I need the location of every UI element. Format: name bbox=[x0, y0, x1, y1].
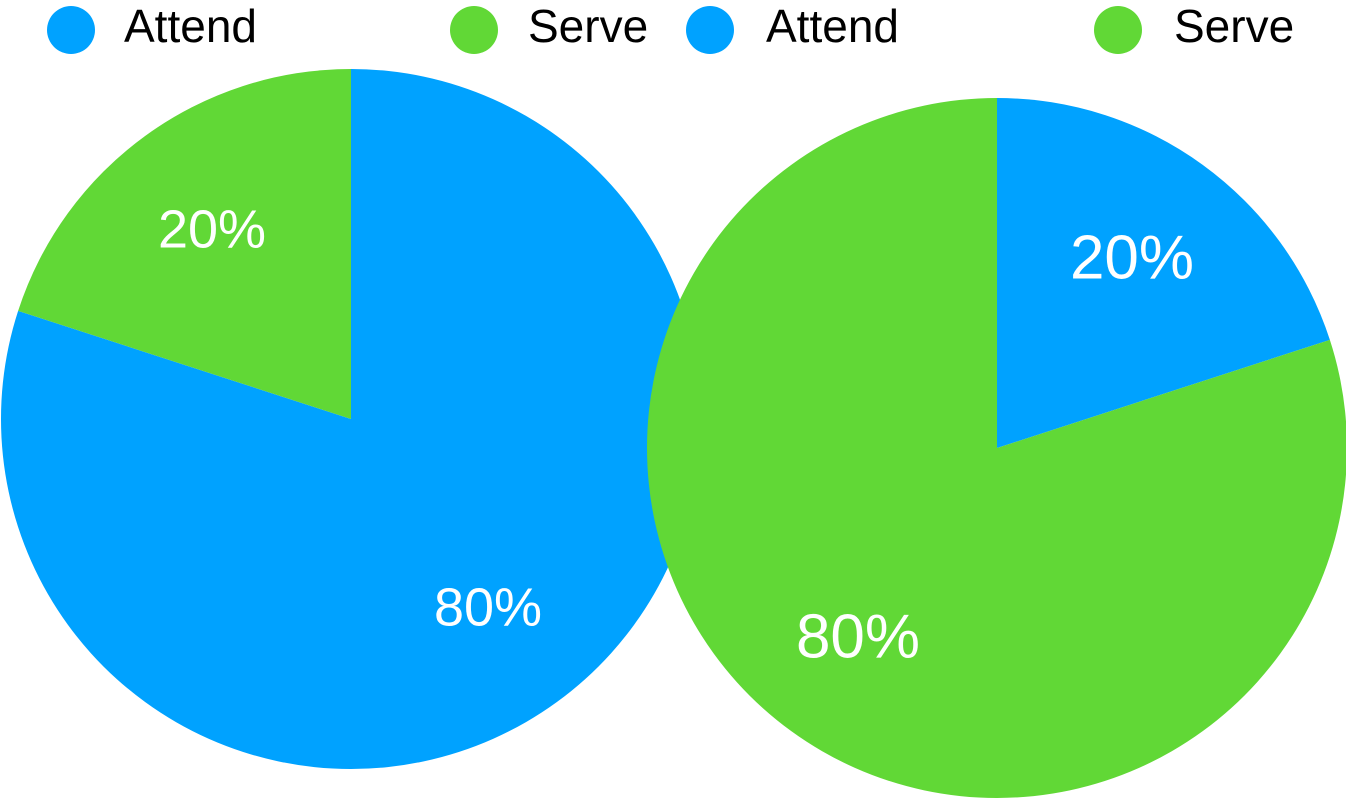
slice-label-serve: 20% bbox=[158, 199, 266, 259]
slice-label-attend: 80% bbox=[434, 577, 542, 637]
slice-label-attend: 20% bbox=[1070, 223, 1194, 292]
pie-slice-serve bbox=[18, 69, 351, 419]
legend-label-attend: Attend bbox=[124, 0, 257, 52]
pie-chart-left: 80% 20% Attend Serve bbox=[0, 0, 702, 769]
pie-chart-right: 20% 80% Attend Serve bbox=[647, 0, 1346, 798]
legend-label-serve: Serve bbox=[1174, 0, 1294, 52]
legend-swatch-serve bbox=[450, 6, 498, 54]
slice-label-serve: 80% bbox=[796, 602, 920, 671]
pie-slice-serve bbox=[647, 98, 1346, 798]
pie-slice-attend bbox=[997, 98, 1330, 448]
legend-swatch-serve bbox=[1094, 6, 1142, 54]
legend-swatch-attend bbox=[47, 6, 95, 54]
legend-label-attend: Attend bbox=[766, 0, 899, 52]
legend-label-serve: Serve bbox=[528, 0, 648, 52]
legend-swatch-attend bbox=[686, 6, 734, 54]
